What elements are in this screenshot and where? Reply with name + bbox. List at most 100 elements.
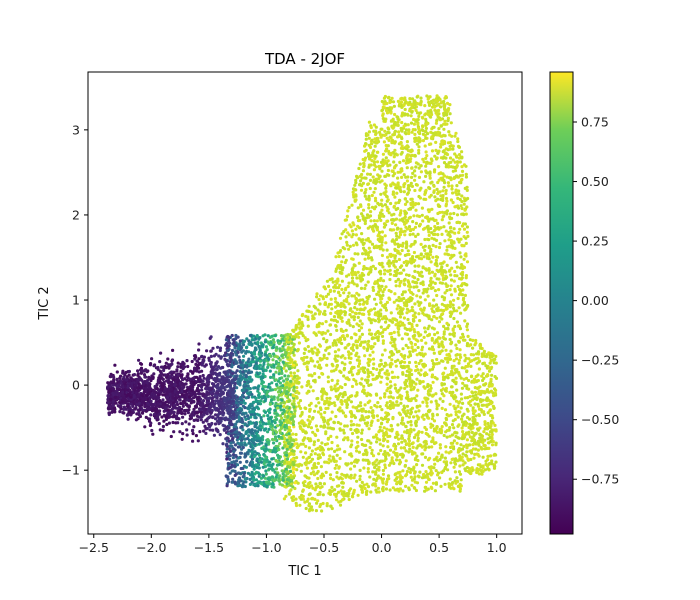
scatter-point <box>341 246 345 250</box>
scatter-point <box>390 351 394 355</box>
scatter-point <box>427 186 431 190</box>
scatter-point <box>427 445 431 449</box>
scatter-point <box>465 438 469 442</box>
scatter-point <box>432 190 436 194</box>
scatter-point <box>375 150 379 154</box>
scatter-point <box>462 436 466 440</box>
scatter-point <box>452 465 456 469</box>
scatter-point <box>446 326 450 330</box>
scatter-point <box>412 117 416 122</box>
scatter-point <box>355 358 359 362</box>
scatter-point <box>408 97 412 101</box>
scatter-point <box>383 453 387 457</box>
scatter-point <box>444 229 448 233</box>
scatter-point <box>404 373 408 378</box>
scatter-point <box>300 412 304 416</box>
scatter-point <box>384 285 388 289</box>
scatter-point <box>363 354 367 358</box>
scatter-point <box>369 441 373 445</box>
scatter-point <box>320 415 324 419</box>
scatter-point <box>383 415 387 419</box>
scatter-point <box>362 273 366 277</box>
scatter-point <box>304 444 308 448</box>
scatter-point <box>381 489 385 493</box>
scatter-point <box>379 476 383 480</box>
scatter-point <box>488 425 492 430</box>
scatter-point <box>444 430 448 434</box>
scatter-point <box>441 469 446 473</box>
scatter-point <box>366 297 370 301</box>
scatter-point <box>453 462 458 466</box>
scatter-point <box>418 196 422 200</box>
scatter-point <box>367 198 371 202</box>
scatter-point <box>461 433 465 437</box>
scatter-point <box>374 463 378 467</box>
scatter-point <box>449 144 454 148</box>
scatter-point <box>437 178 441 182</box>
scatter-point <box>267 460 272 464</box>
scatter-point <box>342 303 346 307</box>
scatter-point <box>391 320 395 324</box>
scatter-point <box>358 307 363 311</box>
scatter-point <box>413 264 417 268</box>
scatter-point <box>385 432 389 436</box>
scatter-point <box>397 411 401 415</box>
scatter-point <box>481 469 485 473</box>
scatter-point <box>262 414 266 418</box>
scatter-point <box>366 256 371 260</box>
scatter-point <box>358 274 362 278</box>
scatter-point <box>400 264 404 268</box>
scatter-point <box>320 397 324 401</box>
scatter-point <box>420 206 424 210</box>
scatter-point <box>462 257 466 261</box>
scatter-point <box>359 179 363 183</box>
scatter-point <box>460 366 464 370</box>
scatter-point <box>349 336 354 340</box>
scatter-point <box>353 187 357 191</box>
scatter-point <box>424 313 428 317</box>
scatter-point <box>364 238 368 242</box>
scatter-point <box>437 342 441 346</box>
scatter-point <box>444 108 448 112</box>
scatter-point <box>367 310 371 314</box>
scatter-point <box>446 141 450 145</box>
scatter-point <box>458 174 462 178</box>
scatter-point <box>302 424 306 428</box>
scatter-point <box>349 423 353 427</box>
scatter-point <box>471 394 475 398</box>
scatter-point <box>402 216 406 220</box>
scatter-point <box>403 202 408 206</box>
scatter-point <box>313 452 317 456</box>
scatter-point <box>444 462 448 466</box>
scatter-point <box>490 428 494 432</box>
scatter-point <box>415 214 419 218</box>
scatter-point <box>411 103 415 107</box>
scatter-point <box>342 299 346 303</box>
scatter-point <box>462 296 466 300</box>
scatter-point <box>349 410 353 414</box>
scatter-point <box>356 224 360 228</box>
scatter-point <box>435 187 439 191</box>
scatter-point <box>396 226 400 230</box>
scatter-point <box>358 276 362 280</box>
scatter-point <box>385 382 389 386</box>
scatter-point <box>463 293 467 297</box>
scatter-point <box>465 328 469 332</box>
scatter-point <box>341 485 345 489</box>
scatter-point <box>343 346 347 350</box>
scatter-point <box>414 234 418 238</box>
scatter-point <box>425 268 429 272</box>
scatter-point <box>392 155 396 159</box>
scatter-point <box>465 465 469 470</box>
scatter-point <box>393 292 397 296</box>
scatter-point <box>302 351 306 355</box>
scatter-point <box>475 396 479 400</box>
scatter-point <box>383 174 387 178</box>
scatter-point <box>475 352 479 356</box>
scatter-point <box>336 277 340 281</box>
scatter-point <box>449 121 453 125</box>
scatter-point <box>358 174 362 178</box>
scatter-point <box>313 409 317 413</box>
scatter-point <box>307 481 311 486</box>
scatter-point <box>422 335 426 339</box>
